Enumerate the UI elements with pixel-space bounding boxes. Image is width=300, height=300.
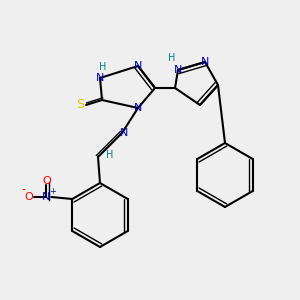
Text: O: O	[24, 192, 33, 202]
Text: N: N	[201, 57, 209, 67]
Text: N: N	[96, 73, 104, 83]
Text: S: S	[76, 98, 84, 112]
Text: N: N	[134, 61, 142, 71]
Text: +: +	[49, 187, 56, 196]
Text: H: H	[106, 150, 114, 160]
Text: O: O	[42, 176, 51, 186]
Text: H: H	[168, 53, 176, 63]
Text: N: N	[134, 103, 142, 113]
Text: -: -	[21, 184, 25, 194]
Text: H: H	[99, 62, 107, 72]
Text: N: N	[42, 192, 50, 202]
Text: N: N	[120, 128, 128, 138]
Text: N: N	[174, 65, 182, 75]
